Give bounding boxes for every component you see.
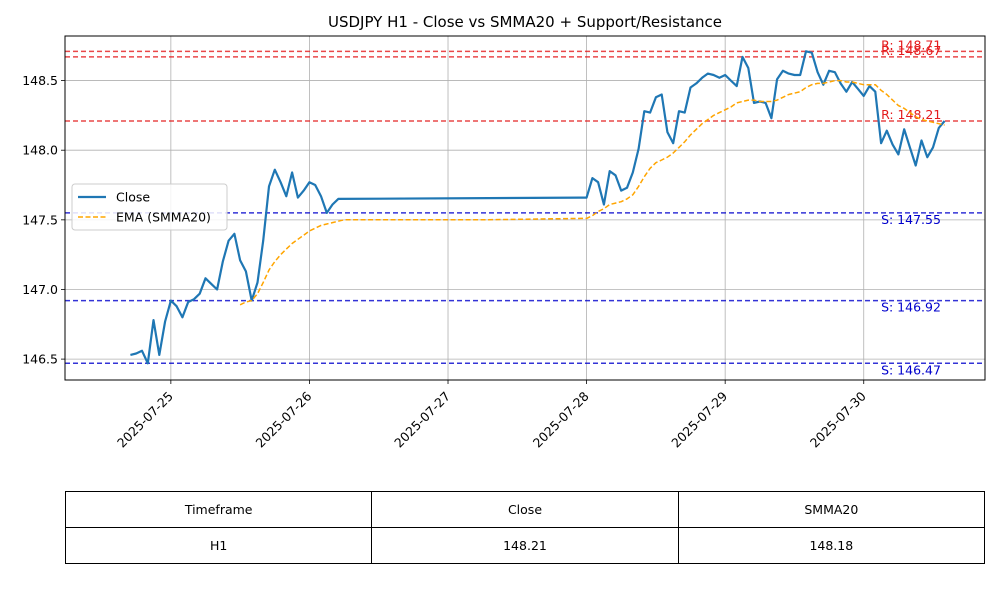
summary-table: Timeframe Close SMMA20 H1 148.21 148.18 (64, 491, 986, 564)
grid (65, 36, 985, 380)
legend-label-smma: EMA (SMMA20) (116, 210, 211, 225)
series-line-close (130, 50, 946, 365)
x-axis: 2025-07-25 2025-07-26 2025-07-27 2025-07-28… (114, 380, 869, 450)
chart-title: USDJPY H1 - Close vs SMMA20 + Support/Re… (328, 13, 722, 31)
table-cell-close: 148.21 (371, 527, 679, 564)
y-tick-label: 148.5 (22, 73, 58, 88)
plot-frame (64, 35, 986, 381)
support-label: S: 147.55 (881, 212, 941, 227)
x-tick-label: 2025-07-27 (391, 389, 453, 451)
y-tick-label: 147.0 (22, 282, 58, 297)
legend-label-close: Close (116, 190, 150, 205)
table-header-smma20: SMMA20 (677, 491, 986, 528)
table-header-timeframe: Timeframe (64, 491, 373, 528)
table-header-close: Close (371, 491, 679, 528)
x-tick-label: 2025-07-26 (253, 388, 315, 450)
table-cell-timeframe: H1 (64, 527, 373, 564)
y-tick-label: 146.5 (22, 352, 58, 367)
x-tick-label: 2025-07-28 (530, 388, 592, 450)
resistance-label: R: 148.67 (881, 43, 941, 58)
x-tick-label: 2025-07-30 (807, 388, 869, 450)
resistance-label: R: 148.71 (881, 37, 941, 52)
y-tick-label: 148.0 (22, 143, 58, 158)
legend: Close EMA (SMMA20) (71, 183, 228, 231)
support-label: S: 146.92 (881, 300, 941, 315)
y-tick-label: 147.5 (22, 212, 58, 227)
series-line-smma20 (239, 79, 945, 306)
chart: USDJPY H1 - Close vs SMMA20 + Support/Re… (22, 13, 986, 450)
x-tick-label: 2025-07-25 (114, 389, 176, 451)
x-tick-label: 2025-07-29 (668, 388, 730, 450)
legend-box (71, 183, 228, 231)
support-label: S: 146.47 (881, 362, 941, 377)
table-cell-smma20: 148.18 (677, 527, 986, 564)
table-row: H1 148.21 148.18 (64, 527, 986, 564)
table-header-row: Timeframe Close SMMA20 (64, 491, 986, 528)
y-axis: 146.5 147.0 147.5 148.0 148.5 (22, 73, 65, 367)
series-lines (130, 50, 946, 365)
